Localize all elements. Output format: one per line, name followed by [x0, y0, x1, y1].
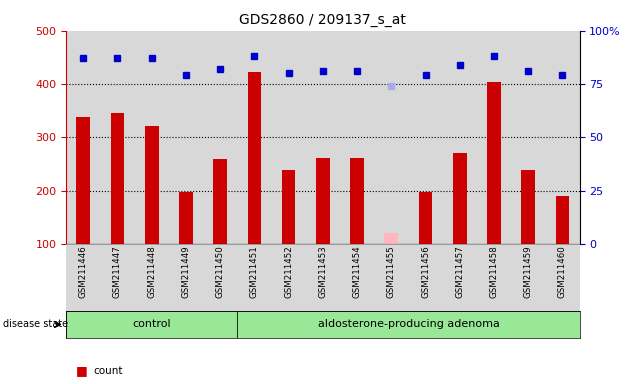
- Title: GDS2860 / 209137_s_at: GDS2860 / 209137_s_at: [239, 13, 406, 27]
- Text: GSM211455: GSM211455: [387, 245, 396, 298]
- Bar: [111, 113, 124, 244]
- Text: GSM211458: GSM211458: [490, 245, 498, 298]
- Text: disease state: disease state: [3, 319, 68, 329]
- Text: aldosterone-producing adenoma: aldosterone-producing adenoma: [318, 319, 500, 329]
- Bar: [350, 157, 364, 244]
- Text: GSM211460: GSM211460: [558, 245, 567, 298]
- Text: count: count: [93, 366, 123, 376]
- Bar: [453, 153, 467, 244]
- Bar: [179, 192, 193, 244]
- Bar: [419, 192, 432, 244]
- Bar: [66, 311, 238, 338]
- Text: GSM211448: GSM211448: [147, 245, 156, 298]
- Text: GSM211457: GSM211457: [455, 245, 464, 298]
- Text: GSM211446: GSM211446: [79, 245, 88, 298]
- Bar: [522, 170, 535, 244]
- Bar: [316, 157, 329, 244]
- Text: ■: ■: [76, 364, 88, 377]
- Bar: [238, 311, 580, 338]
- Text: GSM211447: GSM211447: [113, 245, 122, 298]
- Text: GSM211449: GSM211449: [181, 245, 190, 298]
- Bar: [282, 170, 295, 244]
- Bar: [384, 233, 398, 244]
- Bar: [248, 72, 261, 244]
- Text: control: control: [132, 319, 171, 329]
- Bar: [556, 196, 570, 244]
- Bar: [487, 82, 501, 244]
- Bar: [214, 159, 227, 244]
- Bar: [145, 126, 159, 244]
- Text: GSM211456: GSM211456: [421, 245, 430, 298]
- Bar: [76, 117, 90, 244]
- Text: GSM211454: GSM211454: [353, 245, 362, 298]
- Text: GSM211459: GSM211459: [524, 245, 533, 298]
- Text: GSM211453: GSM211453: [318, 245, 328, 298]
- Text: GSM211452: GSM211452: [284, 245, 293, 298]
- Text: GSM211450: GSM211450: [215, 245, 225, 298]
- Text: GSM211451: GSM211451: [250, 245, 259, 298]
